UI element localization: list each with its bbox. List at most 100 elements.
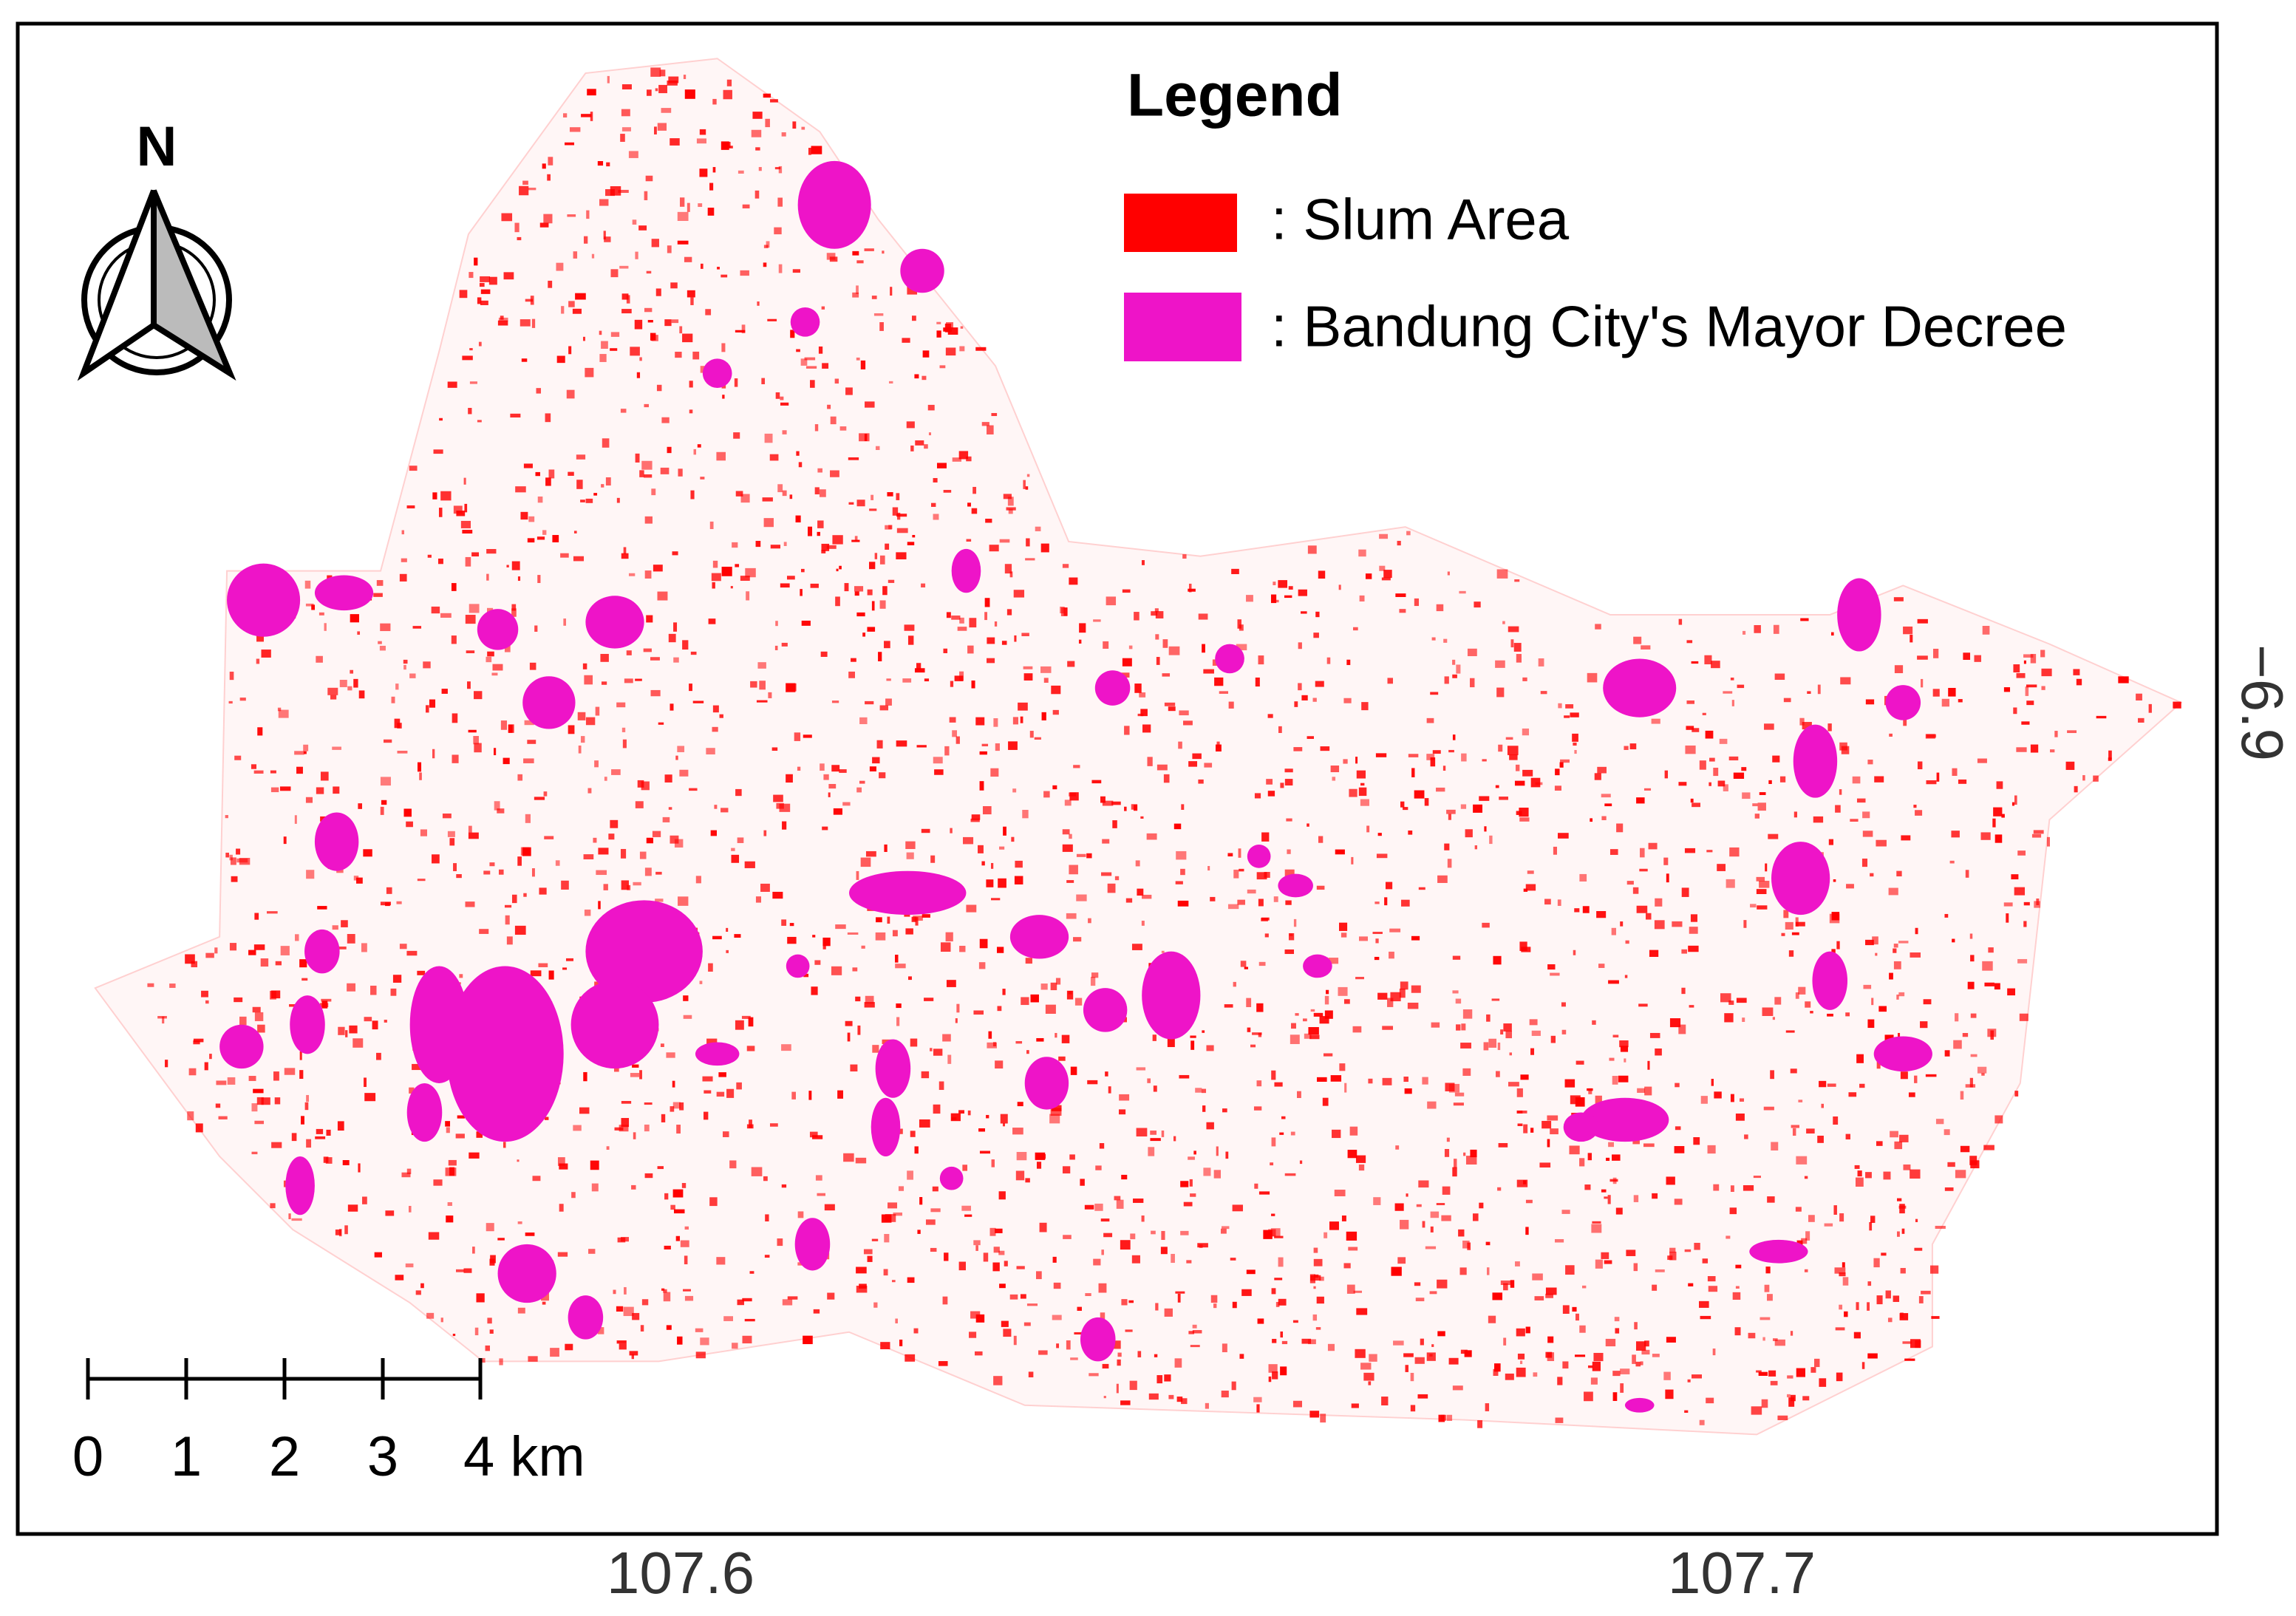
slum-patch xyxy=(610,269,619,278)
slum-patch xyxy=(261,1097,270,1105)
slum-patch xyxy=(169,983,176,988)
slum-patch xyxy=(865,850,876,857)
slum-patch xyxy=(1498,744,1503,752)
slum-patch xyxy=(257,727,263,736)
slum-patch xyxy=(1131,1255,1140,1264)
slum-patch xyxy=(757,662,766,669)
slum-patch xyxy=(639,851,647,859)
slum-patch xyxy=(1550,1035,1556,1043)
slum-patch xyxy=(906,852,914,859)
slum-patch xyxy=(1876,1059,1881,1069)
slum-patch xyxy=(950,1113,961,1122)
slum-patch xyxy=(1575,1060,1584,1065)
slum-patch xyxy=(832,535,843,545)
slum-patch xyxy=(1500,1029,1504,1035)
slum-patch xyxy=(1426,1352,1436,1361)
slum-patch xyxy=(1453,1102,1464,1106)
slum-patch xyxy=(1914,1075,1918,1083)
slum-patch xyxy=(1547,1115,1559,1121)
slum-patch xyxy=(814,424,819,432)
slum-patch xyxy=(892,507,899,516)
slum-patch xyxy=(690,651,697,655)
slum-patch xyxy=(650,689,661,697)
slum-patch xyxy=(1796,1368,1805,1377)
slum-patch xyxy=(864,1002,875,1008)
slum-patch xyxy=(469,381,477,384)
slum-patch xyxy=(1764,723,1774,730)
slum-patch xyxy=(1346,1284,1355,1294)
slum-patch xyxy=(1021,633,1029,636)
slum-patch xyxy=(1483,1042,1489,1051)
slum-patch xyxy=(2173,701,2181,709)
slum-patch xyxy=(817,520,824,528)
slum-patch xyxy=(1431,1022,1440,1028)
slum-patch xyxy=(1871,998,1874,1006)
slum-patch xyxy=(1155,1303,1159,1311)
slum-patch xyxy=(1035,526,1041,531)
slum-patch xyxy=(1893,944,1898,948)
slum-patch xyxy=(1253,1397,1262,1402)
slum-patch xyxy=(740,270,749,276)
slum-patch xyxy=(1395,593,1406,597)
slum-patch xyxy=(1655,1269,1665,1272)
slum-patch xyxy=(333,786,340,794)
slum-patch xyxy=(764,433,773,443)
slum-patch xyxy=(797,766,801,771)
slum-patch xyxy=(395,683,399,690)
slum-patch xyxy=(2082,775,2085,781)
slum-patch xyxy=(352,1038,364,1048)
slum-patch xyxy=(1417,1394,1428,1399)
slum-patch xyxy=(1363,1372,1374,1381)
slum-patch xyxy=(1114,876,1120,881)
slum-patch xyxy=(1833,879,1836,882)
slum-patch xyxy=(930,855,936,863)
slum-patch xyxy=(1579,1325,1586,1333)
slum-patch xyxy=(1612,1154,1621,1161)
slum-patch xyxy=(1188,1331,1194,1334)
slum-patch xyxy=(1900,1071,1908,1080)
slum-patch xyxy=(1497,1042,1501,1051)
slum-patch xyxy=(611,769,621,775)
slum-patch xyxy=(270,770,276,774)
slum-patch xyxy=(687,290,695,298)
slum-patch xyxy=(560,553,569,558)
slum-patch xyxy=(867,589,873,596)
slum-patch xyxy=(1400,981,1408,990)
slum-patch xyxy=(1474,845,1477,850)
slum-patch xyxy=(1355,1349,1366,1358)
slum-patch xyxy=(946,322,953,330)
slum-patch xyxy=(593,837,597,843)
slum-patch xyxy=(1174,1358,1182,1368)
slum-patch xyxy=(1643,1143,1655,1148)
slum-patch xyxy=(503,757,510,765)
slum-patch xyxy=(1073,937,1082,942)
slum-patch xyxy=(1247,889,1256,894)
slum-patch xyxy=(1318,570,1326,579)
slum-patch xyxy=(1791,932,1799,935)
slum-patch xyxy=(1263,1230,1273,1239)
slum-patch xyxy=(438,508,443,517)
slum-patch xyxy=(1712,1349,1716,1356)
slum-patch xyxy=(1732,1292,1741,1300)
slum-patch xyxy=(1756,876,1765,882)
slum-patch xyxy=(657,591,668,601)
slum-patch xyxy=(1798,1100,1803,1102)
slum-patch xyxy=(1034,737,1041,740)
slum-patch xyxy=(1921,1290,1931,1295)
slum-patch xyxy=(383,739,392,743)
slum-patch xyxy=(1177,1293,1181,1303)
slum-patch xyxy=(1151,1230,1156,1235)
slum-patch xyxy=(1397,540,1401,546)
slum-patch xyxy=(1856,798,1866,803)
slum-patch xyxy=(1735,1113,1745,1121)
slum-patch xyxy=(1494,1363,1501,1372)
slum-patch xyxy=(854,536,858,542)
slum-patch xyxy=(1007,497,1014,506)
slum-patch xyxy=(729,1160,737,1169)
slum-patch xyxy=(1772,1017,1775,1020)
slum-patch xyxy=(2073,669,2080,675)
slum-patch xyxy=(650,67,661,77)
slum-patch xyxy=(1898,941,1909,944)
slum-patch xyxy=(966,539,972,542)
decree-area xyxy=(1837,578,1881,652)
